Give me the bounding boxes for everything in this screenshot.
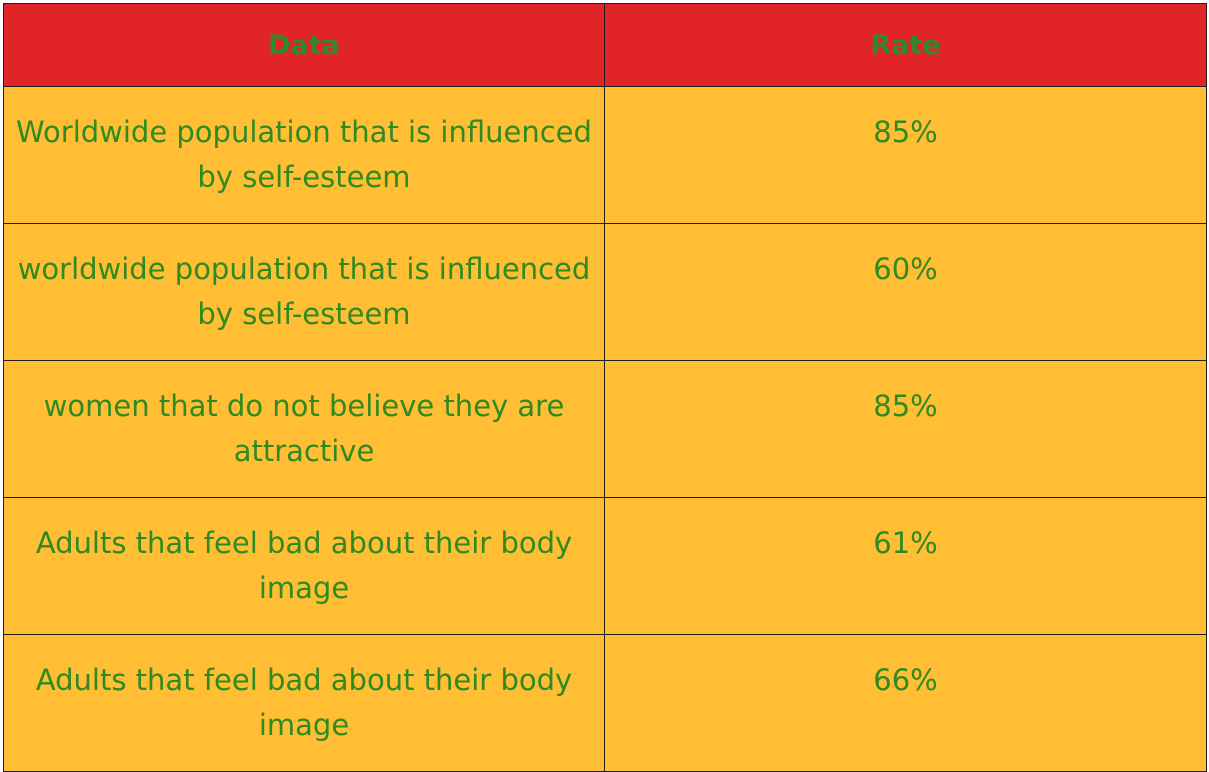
column-header-rate: Rate xyxy=(604,3,1207,87)
table-row: Adults that feel bad about their body im… xyxy=(3,634,1207,772)
data-cell: Adults that feel bad about their body im… xyxy=(3,634,605,772)
table-row: Worldwide population that is influenced … xyxy=(3,86,1207,224)
table-row: Adults that feel bad about their body im… xyxy=(3,497,1207,635)
header-row: Data Rate xyxy=(3,3,1207,87)
data-cell: Worldwide population that is influenced … xyxy=(3,86,605,224)
rate-cell: 85% xyxy=(604,360,1207,498)
rate-cell: 60% xyxy=(604,223,1207,361)
data-cell: Adults that feel bad about their body im… xyxy=(3,497,605,635)
table-row: worldwide population that is influenced … xyxy=(3,223,1207,361)
rate-cell: 61% xyxy=(604,497,1207,635)
table-header: Data Rate xyxy=(3,3,1207,87)
data-cell: women that do not believe they are attra… xyxy=(3,360,605,498)
statistics-table: Data Rate Worldwide population that is i… xyxy=(3,3,1207,772)
table-body: Worldwide population that is influenced … xyxy=(3,86,1207,772)
table-row: women that do not believe they are attra… xyxy=(3,360,1207,498)
rate-cell: 66% xyxy=(604,634,1207,772)
rate-cell: 85% xyxy=(604,86,1207,224)
data-cell: worldwide population that is influenced … xyxy=(3,223,605,361)
column-header-data: Data xyxy=(3,3,605,87)
